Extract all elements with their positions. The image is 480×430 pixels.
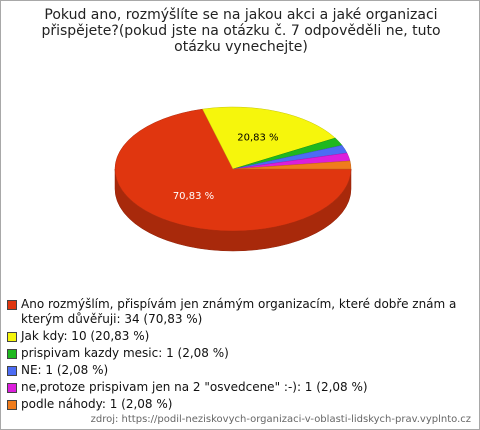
pie-slice xyxy=(232,160,352,170)
legend-swatch xyxy=(7,300,17,310)
data-label: 70,83 % xyxy=(173,191,214,202)
source: zdroj: https://podil-neziskovych-organiz… xyxy=(90,414,471,425)
legend-swatch xyxy=(7,383,17,393)
legend-label: podle náhody: 1 (2,08 %) xyxy=(21,397,173,411)
pie-slice xyxy=(202,106,336,170)
legend-item: ne,protoze prispivam jen na 2 "osvedcene… xyxy=(7,380,469,395)
legend-label: Jak kdy: 10 (20,83 %) xyxy=(21,329,150,343)
data-label: 20,83 % xyxy=(237,133,278,144)
legend-label: ne,protoze prispivam jen na 2 "osvedcene… xyxy=(21,380,368,394)
pie-slice xyxy=(114,108,352,232)
legend-item: prispivam kazdy mesic: 1 (2,08 %) xyxy=(7,346,469,361)
legend-item: Jak kdy: 10 (20,83 %) xyxy=(7,329,469,344)
chart-title: Pokud ano, rozmýšlíte se na jakou akci a… xyxy=(41,7,441,55)
legend-item: Ano rozmýšlím, přispívám jen známým orga… xyxy=(7,297,469,327)
legend-swatch xyxy=(7,332,17,342)
legend-swatch xyxy=(7,349,17,359)
legend-label: Ano rozmýšlím, přispívám jen známým orga… xyxy=(21,297,457,326)
legend-item: NE: 1 (2,08 %) xyxy=(7,363,469,378)
legend-swatch xyxy=(7,400,17,410)
legend-label: NE: 1 (2,08 %) xyxy=(21,363,109,377)
legend-item: podle náhody: 1 (2,08 %) xyxy=(7,397,469,412)
legend: Ano rozmýšlím, přispívám jen známým orga… xyxy=(7,297,469,414)
legend-label: prispivam kazdy mesic: 1 (2,08 %) xyxy=(21,346,229,360)
legend-swatch xyxy=(7,366,17,376)
